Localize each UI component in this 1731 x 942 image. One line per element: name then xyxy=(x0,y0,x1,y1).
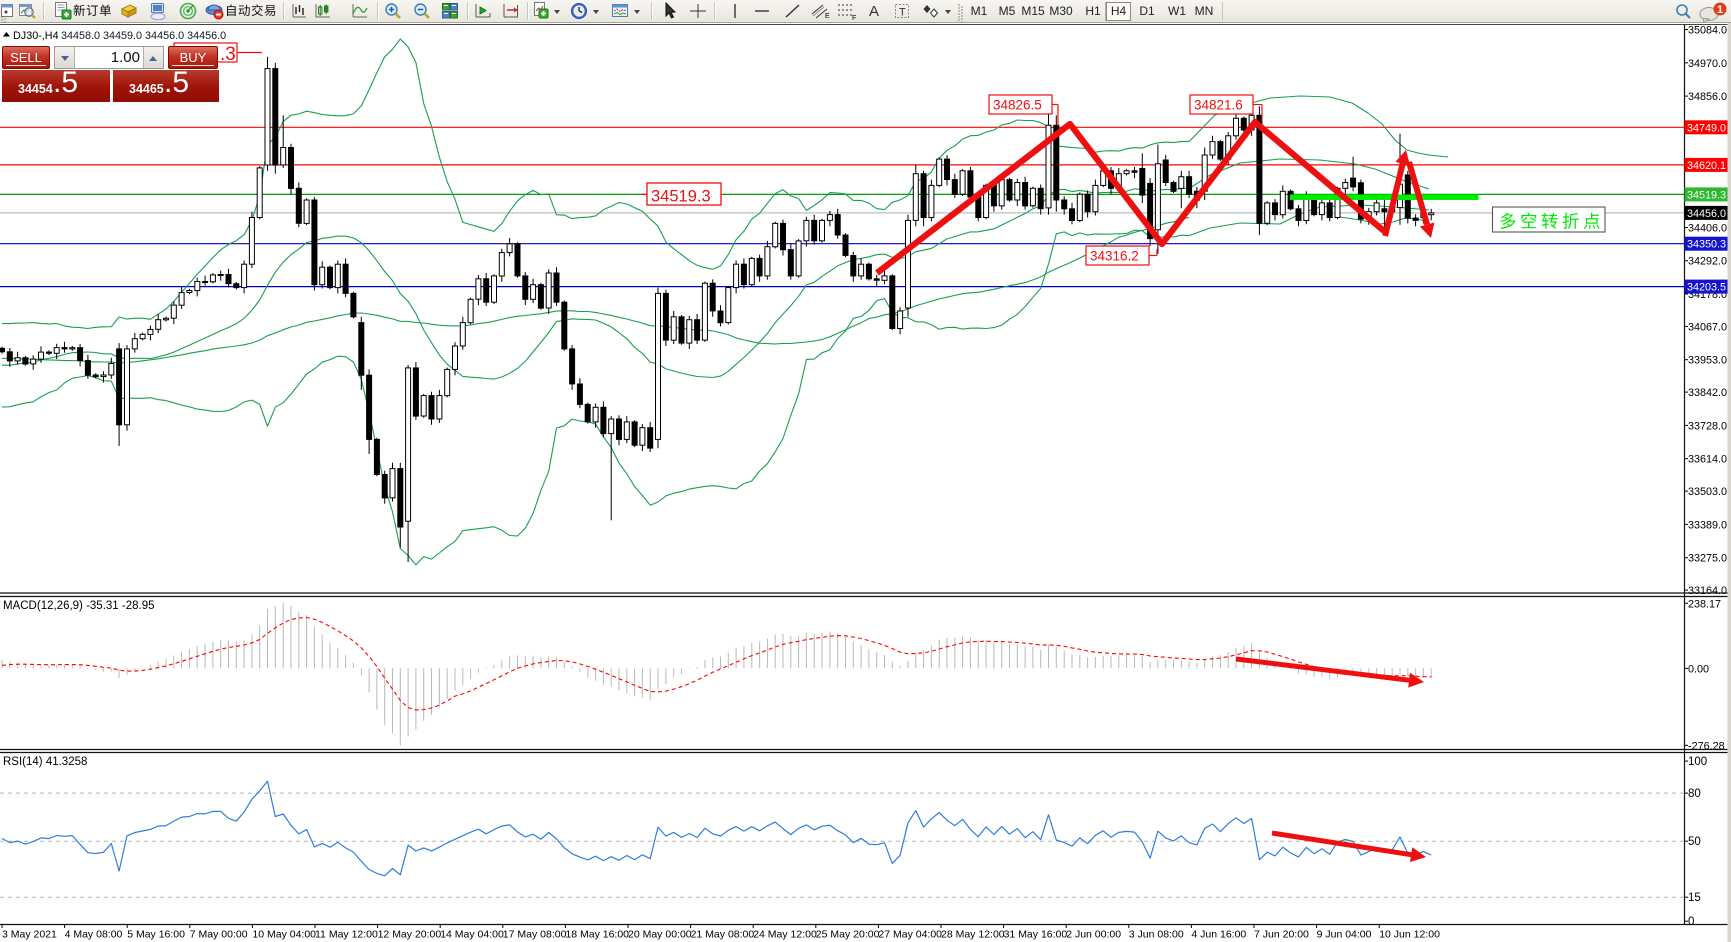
svg-text:34458.0 34459.0 34456.0 34456.: 34458.0 34459.0 34456.0 34456.0 xyxy=(61,30,226,42)
svg-text:12 May 20:00: 12 May 20:00 xyxy=(378,929,442,941)
svg-text:34456.0: 34456.0 xyxy=(1687,208,1726,220)
svg-text:10 May 04:00: 10 May 04:00 xyxy=(252,929,316,941)
svg-text:50: 50 xyxy=(1688,836,1701,848)
svg-text:3 May 2021: 3 May 2021 xyxy=(2,929,57,941)
svg-text:35084.0: 35084.0 xyxy=(1688,25,1727,37)
svg-text:E: E xyxy=(825,13,830,20)
svg-text:100: 100 xyxy=(1688,756,1707,768)
svg-text:10 Jun 12:00: 10 Jun 12:00 xyxy=(1379,929,1440,941)
svg-text:33275.0: 33275.0 xyxy=(1688,553,1727,565)
svg-text:33503.0: 33503.0 xyxy=(1688,486,1727,498)
svg-text:F: F xyxy=(852,15,856,20)
svg-text:33164.0: 33164.0 xyxy=(1688,585,1727,597)
svg-text:25 May 20:00: 25 May 20:00 xyxy=(816,929,880,941)
svg-text:17 May 08:00: 17 May 08:00 xyxy=(503,929,567,941)
svg-text:11 May 12:00: 11 May 12:00 xyxy=(315,929,378,941)
svg-text:33842.0: 33842.0 xyxy=(1688,387,1727,399)
svg-text:0: 0 xyxy=(1688,916,1694,928)
svg-text:4 Jun 16:00: 4 Jun 16:00 xyxy=(1191,929,1246,941)
svg-text:34970.0: 34970.0 xyxy=(1688,58,1727,70)
svg-text:15: 15 xyxy=(1688,892,1701,904)
svg-text:DJ30-,H4: DJ30-,H4 xyxy=(13,30,59,42)
svg-text:80: 80 xyxy=(1688,788,1701,800)
svg-text:4 May 08:00: 4 May 08:00 xyxy=(65,929,123,941)
svg-text:14 May 04:00: 14 May 04:00 xyxy=(440,929,504,941)
svg-text:.3: .3 xyxy=(220,44,236,65)
svg-text:-276.28: -276.28 xyxy=(1688,740,1725,752)
svg-text:RSI(14) 41.3258: RSI(14) 41.3258 xyxy=(3,756,87,768)
svg-text:33953.0: 33953.0 xyxy=(1688,355,1727,367)
svg-text:34316.2: 34316.2 xyxy=(1090,249,1139,264)
svg-text:34292.0: 34292.0 xyxy=(1688,256,1727,268)
svg-text:34856.0: 34856.0 xyxy=(1688,91,1727,103)
svg-text:T: T xyxy=(899,7,906,19)
svg-text:34519.3: 34519.3 xyxy=(651,188,711,206)
svg-text:1: 1 xyxy=(1717,4,1723,16)
svg-text:7 May 00:00: 7 May 00:00 xyxy=(190,929,248,941)
svg-text:33389.0: 33389.0 xyxy=(1688,519,1727,531)
svg-text:28 May 12:00: 28 May 12:00 xyxy=(941,929,1005,941)
svg-text:238.17: 238.17 xyxy=(1688,598,1721,610)
svg-text:34749.0: 34749.0 xyxy=(1687,122,1726,134)
svg-text:24 May 12:00: 24 May 12:00 xyxy=(753,929,817,941)
svg-text:31 May 16:00: 31 May 16:00 xyxy=(1004,929,1068,941)
svg-text:34406.0: 34406.0 xyxy=(1688,223,1727,235)
svg-text:34519.3: 34519.3 xyxy=(1687,189,1726,201)
svg-text:0.00: 0.00 xyxy=(1688,663,1709,675)
svg-text:34821.6: 34821.6 xyxy=(1194,98,1243,113)
svg-text:20 May 00:00: 20 May 00:00 xyxy=(628,929,692,941)
svg-text:34620.1: 34620.1 xyxy=(1687,160,1726,172)
svg-text:34350.3: 34350.3 xyxy=(1687,239,1726,251)
svg-text:18 May 16:00: 18 May 16:00 xyxy=(565,929,629,941)
svg-text:33614.0: 33614.0 xyxy=(1688,454,1727,466)
svg-text:5 May 16:00: 5 May 16:00 xyxy=(127,929,185,941)
svg-text:9 Jun 04:00: 9 Jun 04:00 xyxy=(1317,929,1372,941)
svg-text:34203.5: 34203.5 xyxy=(1687,282,1726,294)
svg-text:27 May 04:00: 27 May 04:00 xyxy=(878,929,942,941)
svg-text:MACD(12,26,9) -35.31 -28.95: MACD(12,26,9) -35.31 -28.95 xyxy=(3,600,155,612)
svg-text:21 May 08:00: 21 May 08:00 xyxy=(691,929,755,941)
svg-text:34826.5: 34826.5 xyxy=(993,98,1042,113)
svg-text:33728.0: 33728.0 xyxy=(1688,420,1727,432)
svg-text:3 Jun 08:00: 3 Jun 08:00 xyxy=(1129,929,1184,941)
svg-text:7 Jun 20:00: 7 Jun 20:00 xyxy=(1254,929,1309,941)
svg-text:34067.0: 34067.0 xyxy=(1688,321,1727,333)
svg-text:2 Jun 00:00: 2 Jun 00:00 xyxy=(1066,929,1121,941)
